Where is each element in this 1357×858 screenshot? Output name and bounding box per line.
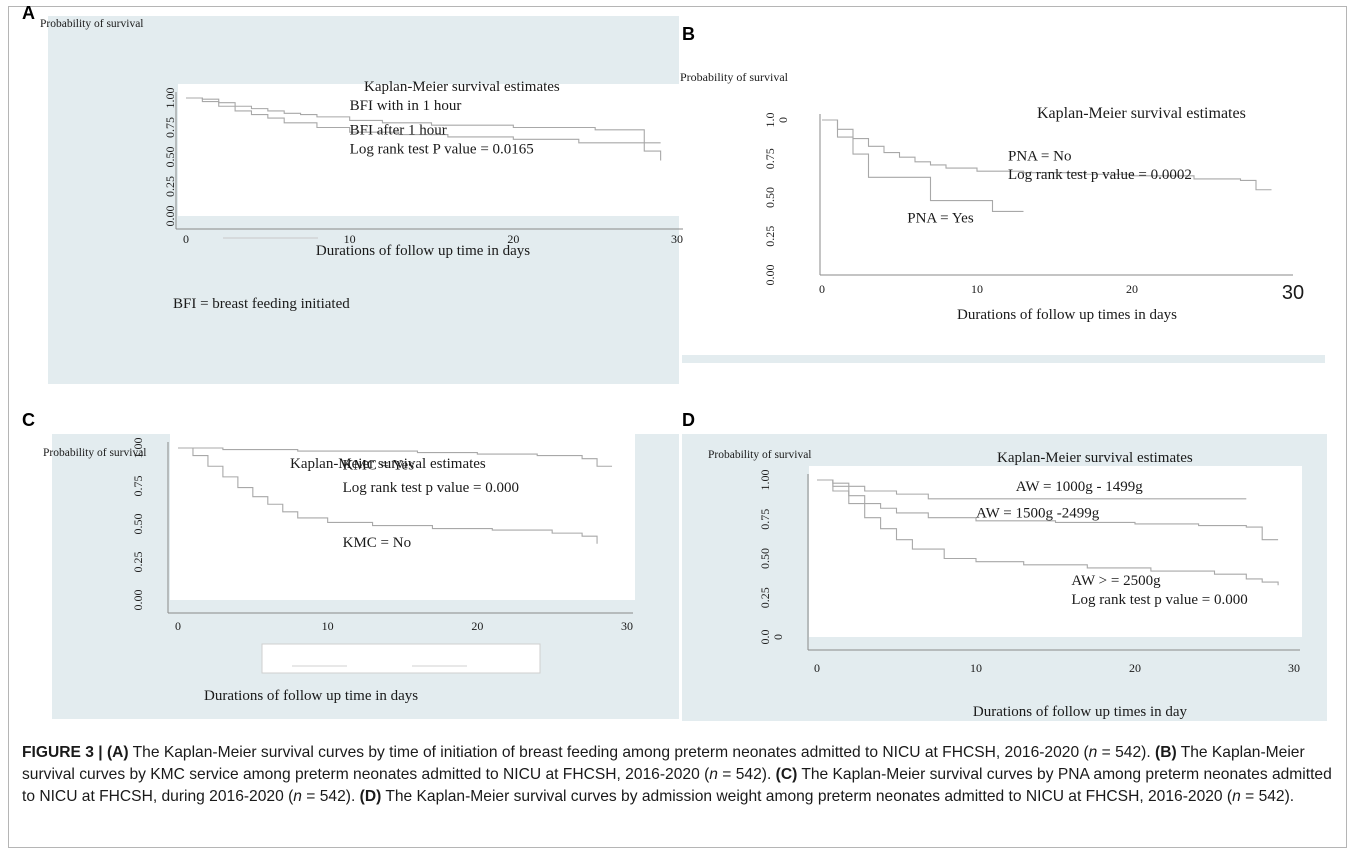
panel-a-note: BFI = breast feeding initiated bbox=[173, 296, 350, 312]
x-tick-label-a: 0 bbox=[183, 232, 189, 246]
x-axis-label-c: Durations of follow up time in days bbox=[204, 688, 418, 704]
y-tick-label-a: 1.00 bbox=[163, 88, 177, 109]
panel-label-c: C bbox=[22, 410, 35, 430]
panel-c-ylabel: Probability of survival bbox=[43, 447, 147, 459]
caption-text-b: The Kaplan-Meier survival curves by KMC … bbox=[22, 744, 1305, 783]
y-tick-label-a: 0.50 bbox=[163, 147, 177, 168]
panel-b-strip bbox=[682, 355, 1325, 363]
caption-part-c: (C) The Kaplan-Meier survival curves by … bbox=[22, 766, 1332, 805]
annotation-b-3: PNA = Yes bbox=[907, 210, 974, 226]
caption-text-c: The Kaplan-Meier survival curves by PNA … bbox=[22, 766, 1332, 805]
plot-area-a bbox=[178, 84, 685, 216]
x-tick-label-d: 0 bbox=[814, 661, 820, 675]
y-tick-label-d: 0.75 bbox=[758, 509, 772, 530]
survival-curve-c-2 bbox=[178, 447, 598, 544]
plot-area-d bbox=[809, 466, 1302, 637]
km-chart-d: Kaplan-Meier survival estimates 0 10 20 30 0.… bbox=[758, 450, 1302, 720]
legend-box-c bbox=[261, 643, 541, 674]
y-tick-label-d: 0.50 bbox=[758, 548, 772, 569]
chart-title-c: Kaplan-Meier survival estimates bbox=[290, 456, 486, 472]
annotation-a-3: Log rank test P value = 0.0165 bbox=[350, 141, 534, 157]
y-tick-label-c: 0.50 bbox=[131, 514, 145, 535]
chart-title-a: Kaplan-Meier survival estimates bbox=[364, 79, 560, 95]
y-tick-label-b: 1.00 bbox=[763, 113, 790, 128]
y-tick-label-d: 1.00 bbox=[758, 470, 772, 491]
x-tick-label-d: 20 bbox=[1129, 661, 1141, 675]
survival-curve-c-1 bbox=[178, 447, 613, 467]
x-axis-label-a: Durations of follow up time in days bbox=[316, 243, 530, 259]
caption-bold-c: (C) bbox=[775, 766, 798, 783]
panel-label-b: B bbox=[682, 24, 695, 44]
x-tick-label-b: 30 bbox=[1282, 282, 1304, 304]
figure-frame bbox=[8, 6, 1347, 848]
caption-text-a: The Kaplan-Meier survival curves by time… bbox=[128, 744, 1089, 761]
caption-part-b: (B) The Kaplan-Meier survival curves by … bbox=[22, 744, 1305, 783]
km-chart-b: Kaplan-Meier survival estimates 0 10 20 30 0.… bbox=[763, 105, 1304, 323]
annotation-d-1: AW = 1000g - 1499g bbox=[1016, 479, 1143, 495]
x-tick-label-b: 10 bbox=[971, 282, 983, 296]
annotation-a-2: BFI after 1 hour bbox=[350, 123, 447, 139]
caption-bold-d: (D) bbox=[359, 788, 382, 805]
x-tick-label-c: 0 bbox=[175, 619, 181, 633]
x-tick-label-a: 30 bbox=[671, 232, 683, 246]
annotation-b-1: PNA = No bbox=[1008, 148, 1071, 164]
panel-label-a: A bbox=[22, 3, 35, 23]
x-tick-label-d: 30 bbox=[1288, 661, 1300, 675]
caption-part-a: FIGURE 3 | (A) The Kaplan-Meier survival… bbox=[22, 744, 1155, 761]
y-tick-label-d: 0.00 bbox=[758, 630, 785, 645]
x-tick-label-a: 10 bbox=[344, 232, 356, 246]
annotation-b-2: Log rank test p value = 0.0002 bbox=[1008, 167, 1192, 183]
y-tick-label-a: 0.25 bbox=[163, 176, 177, 197]
y-tick-label-a: 0.00 bbox=[163, 206, 177, 227]
y-tick-label-b: 0.00 bbox=[763, 265, 777, 286]
y-tick-label-a: 0.75 bbox=[163, 117, 177, 138]
y-tick-label-c: 0.25 bbox=[131, 552, 145, 573]
y-tick-label-b: 0.25 bbox=[763, 226, 777, 247]
caption-bold-a: FIGURE 3 | (A) bbox=[22, 744, 129, 761]
survival-curve-b-2 bbox=[822, 119, 1024, 212]
annotation-d-3: AW > = 2500g bbox=[1071, 573, 1161, 589]
x-axis-label-d: Durations of follow up times in day bbox=[973, 704, 1188, 720]
annotation-c-1: KMC = Yes bbox=[343, 457, 415, 473]
y-tick-label-c: 0.00 bbox=[131, 590, 145, 611]
x-tick-label-b: 0 bbox=[819, 282, 825, 296]
y-tick-label-d: 0.25 bbox=[758, 587, 772, 608]
annotation-a-1: BFI with in 1 hour bbox=[350, 98, 462, 114]
panel-label-d: D bbox=[682, 410, 695, 430]
annotation-c-3: KMC = No bbox=[343, 535, 411, 551]
y-tick-label-c: 1.00 bbox=[131, 438, 145, 459]
x-tick-label-b: 20 bbox=[1126, 282, 1138, 296]
annotation-c-2: Log rank test p value = 0.000 bbox=[343, 480, 519, 496]
plot-area-c bbox=[170, 434, 635, 600]
caption-text-d: The Kaplan-Meier survival curves by admi… bbox=[381, 788, 1233, 805]
annotation-d-2: AW = 1500g -2499g bbox=[976, 506, 1100, 522]
x-axis-label-b: Durations of follow up times in days bbox=[957, 307, 1177, 323]
x-tick-label-c: 20 bbox=[471, 619, 483, 633]
survival-curve-a-1 bbox=[186, 97, 661, 144]
x-tick-label-c: 10 bbox=[322, 619, 334, 633]
panel-a-ylabel: Probability of survival bbox=[40, 18, 144, 30]
figure-caption: FIGURE 3 | (A) The Kaplan-Meier survival… bbox=[22, 742, 1338, 808]
chart-title-d: Kaplan-Meier survival estimates bbox=[997, 450, 1193, 466]
y-tick-label-c: 0.75 bbox=[131, 476, 145, 497]
panel-b-ylabel: Probability of survival bbox=[680, 70, 788, 84]
y-tick-label-b: 0.75 bbox=[763, 148, 777, 169]
y-tick-label-b: 0.50 bbox=[763, 187, 777, 208]
km-chart-a: Kaplan-Meier survival estimates 0 10 20 30 0.… bbox=[163, 79, 685, 259]
x-tick-label-c: 30 bbox=[621, 619, 633, 633]
chart-title-b: Kaplan-Meier survival estimates bbox=[1037, 105, 1246, 122]
panel-d-ylabel: Probability of survival bbox=[708, 449, 812, 461]
annotation-d-4: Log rank test p value = 0.000 bbox=[1071, 592, 1247, 608]
survival-curve-d-2 bbox=[817, 479, 1279, 541]
x-tick-label-d: 10 bbox=[970, 661, 982, 675]
survival-curve-a-2 bbox=[186, 97, 662, 161]
survival-curve-d-3 bbox=[817, 479, 1279, 586]
caption-bold-b: (B) bbox=[1155, 744, 1177, 761]
x-tick-label-a: 20 bbox=[507, 232, 519, 246]
survival-curve-d-1 bbox=[817, 479, 1247, 500]
caption-part-d: (D) The Kaplan-Meier survival curves by … bbox=[359, 788, 1295, 805]
km-chart-c: Kaplan-Meier survival estimates 0 10 20 30 0.… bbox=[131, 434, 635, 704]
survival-curve-b-1 bbox=[822, 119, 1272, 191]
